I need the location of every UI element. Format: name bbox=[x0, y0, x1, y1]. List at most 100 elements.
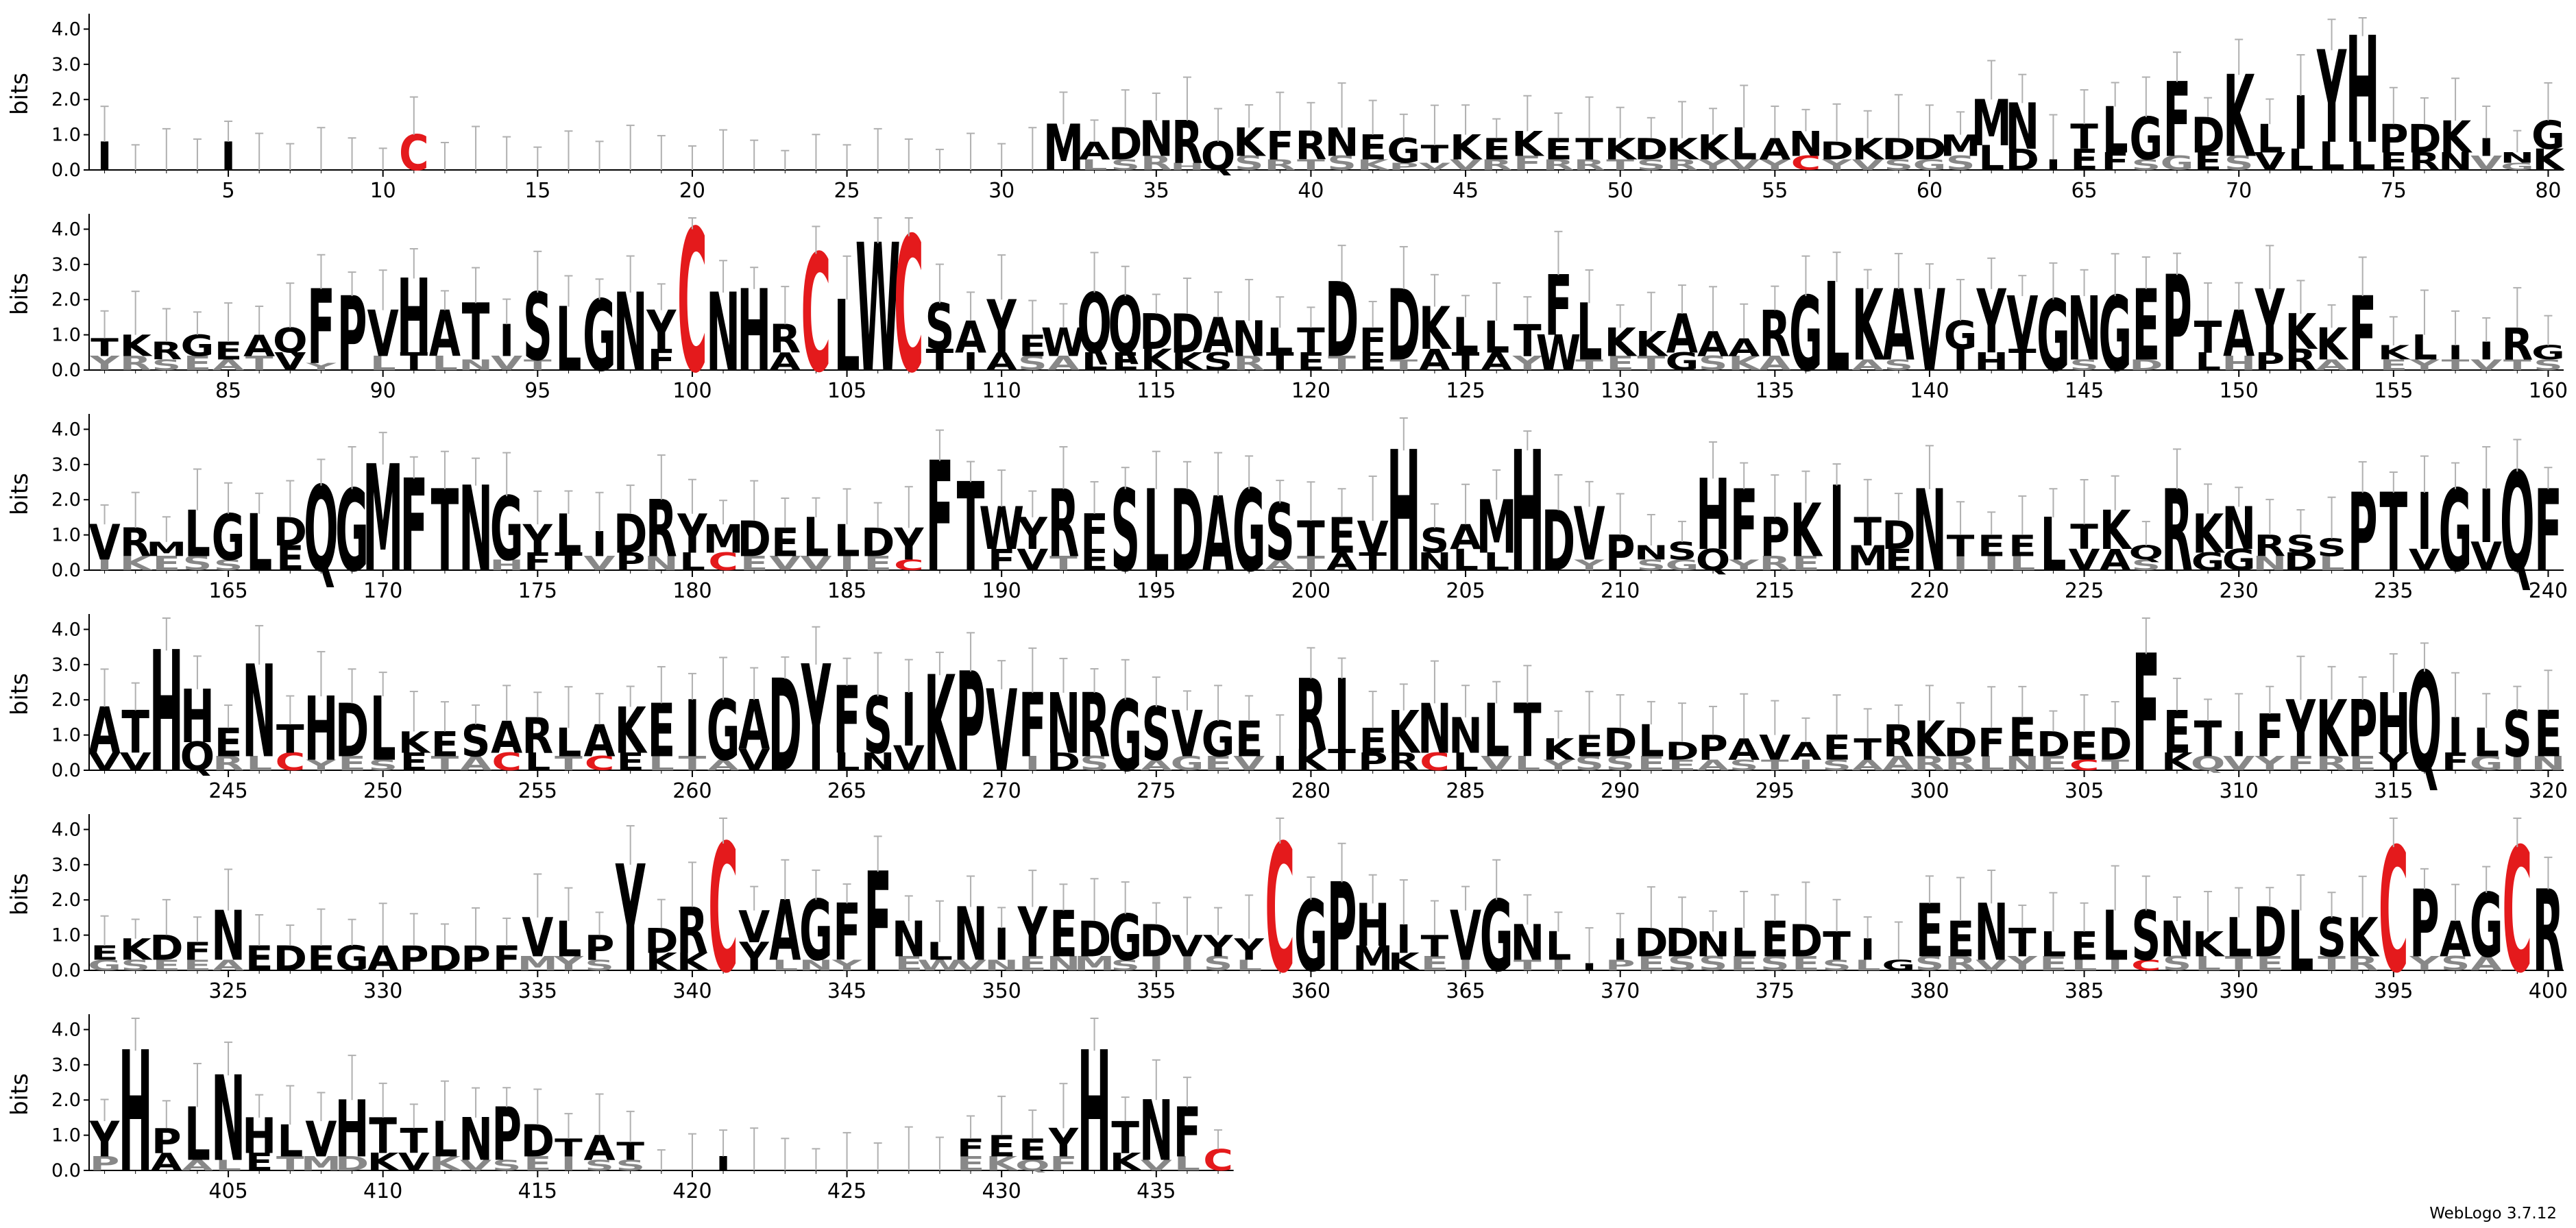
logo-letter: V bbox=[2470, 356, 2503, 373]
y-tick-label: 0.0 bbox=[51, 960, 81, 981]
logo-letter: E bbox=[647, 689, 675, 774]
logo-letter: V bbox=[1450, 897, 1481, 976]
y-tick-label: 2.0 bbox=[51, 889, 81, 911]
logo-letter: S bbox=[2503, 698, 2532, 772]
x-tick-label: 250 bbox=[363, 779, 402, 803]
x-tick-label: 5 bbox=[222, 179, 235, 203]
x-tick-label: 130 bbox=[1601, 379, 1640, 403]
logo-letter: I bbox=[2448, 708, 2463, 765]
logo-letter: I bbox=[561, 1153, 576, 1175]
logo-letter: T bbox=[2503, 356, 2531, 373]
x-tick-label: 390 bbox=[2220, 979, 2259, 1003]
logo-letter: K bbox=[1171, 347, 1205, 376]
logo-letter: S bbox=[2131, 556, 2161, 574]
logo-letter: E bbox=[245, 1148, 274, 1177]
x-tick-label: 410 bbox=[363, 1179, 402, 1203]
x-tick-label: 30 bbox=[988, 179, 1014, 203]
logo-letter: Y bbox=[2409, 356, 2440, 373]
logo-letter: E bbox=[895, 953, 923, 975]
logo-letter: T bbox=[431, 752, 459, 775]
logo-letter: L bbox=[432, 352, 458, 375]
logo-letter: E bbox=[276, 539, 304, 578]
logo-letter: I bbox=[2479, 133, 2494, 162]
y-tick-label: 2.0 bbox=[51, 289, 81, 310]
logo-letter: E bbox=[1297, 347, 1325, 376]
logo-letter: L bbox=[1978, 138, 2004, 178]
logo-letter: W bbox=[979, 495, 1024, 563]
logo-letter: T bbox=[245, 352, 274, 375]
x-tick-label: 145 bbox=[2065, 379, 2104, 403]
logo-letter: A bbox=[1852, 356, 1884, 373]
x-tick-label: 65 bbox=[2071, 179, 2097, 203]
x-tick-label: 320 bbox=[2529, 779, 2568, 803]
logo-letter: P bbox=[90, 1153, 120, 1175]
logo-letter: N bbox=[2005, 91, 2039, 164]
logo-letter: S bbox=[585, 1157, 614, 1174]
x-tick-label: 305 bbox=[2065, 779, 2104, 803]
logo-letter: M bbox=[1043, 112, 1084, 185]
y-tick-label: 4.0 bbox=[51, 1019, 81, 1040]
logo-letter: A bbox=[460, 752, 491, 775]
logo-letter: G bbox=[2129, 106, 2163, 174]
logo-letter: L bbox=[2102, 95, 2128, 168]
logo-letter: N bbox=[1634, 542, 1668, 565]
y-tick-label: 1.0 bbox=[51, 525, 81, 546]
logo-letter: L bbox=[2009, 552, 2035, 575]
logo-letter: D bbox=[335, 1153, 369, 1175]
logo-letter: P bbox=[491, 1093, 522, 1178]
logo-letter: R bbox=[2254, 530, 2285, 564]
logo-letter: T bbox=[1947, 530, 1975, 564]
x-tick-label: 240 bbox=[2529, 579, 2568, 603]
logo-letter: K bbox=[1110, 1148, 1143, 1177]
x-tick-label: 50 bbox=[1607, 179, 1633, 203]
logo-letter: K bbox=[615, 695, 648, 768]
x-tick-label: 360 bbox=[1291, 979, 1330, 1003]
logo-letter: V bbox=[2069, 543, 2100, 578]
logo-letter: T bbox=[1390, 356, 1418, 373]
x-tick-label: 45 bbox=[1453, 179, 1479, 203]
logo-letter: K bbox=[429, 1153, 462, 1175]
logo-letter: E bbox=[524, 1153, 552, 1175]
x-tick-label: 75 bbox=[2381, 179, 2407, 203]
logo-letter: T bbox=[1421, 930, 1449, 964]
logo-letter: I bbox=[1551, 957, 1566, 974]
y-tick-label: 3.0 bbox=[51, 1055, 81, 1076]
logo-letter: V bbox=[2223, 752, 2255, 775]
logo-letter: M bbox=[1477, 486, 1517, 571]
y-tick-label: 0.0 bbox=[51, 1160, 81, 1181]
logo-letter: F bbox=[2256, 703, 2284, 771]
logo-letter: G bbox=[2191, 548, 2225, 576]
logo-letter: S bbox=[2131, 156, 2161, 173]
logo-letter: N bbox=[1418, 690, 1452, 769]
logo-letter: E bbox=[1575, 730, 1603, 764]
logo-letter: I bbox=[1798, 757, 1813, 774]
logo-letter: P bbox=[2255, 347, 2285, 376]
logo-letter: A bbox=[738, 687, 770, 765]
logo-letter: R bbox=[2316, 752, 2348, 775]
x-tick-label: 200 bbox=[1291, 579, 1330, 603]
logo-letter: S bbox=[1204, 953, 1233, 975]
logo-letter: I bbox=[2448, 342, 2463, 365]
x-tick-label: 290 bbox=[1601, 779, 1640, 803]
logo-letter: L bbox=[184, 498, 210, 572]
logo-letter: L bbox=[1483, 689, 1509, 774]
logo-letter: T bbox=[1575, 133, 1603, 167]
logo-letter: K bbox=[1450, 127, 1483, 167]
logo-letter: K bbox=[2192, 503, 2226, 565]
logo-letter: I bbox=[685, 684, 700, 775]
logo-letter: R bbox=[1759, 552, 1790, 575]
logo-letter: D bbox=[1882, 133, 1915, 167]
logo-letter: T bbox=[2101, 757, 2129, 774]
logo-letter: M bbox=[1074, 953, 1115, 975]
logo-letter: V bbox=[1233, 752, 1265, 775]
x-tick-label: 140 bbox=[1910, 379, 1949, 403]
weblogo-credit: WebLogo 3.7.12 bbox=[2429, 1205, 2557, 1223]
logo-letter: E bbox=[2008, 530, 2037, 564]
x-tick-label: 175 bbox=[518, 579, 557, 603]
logo-letter: E bbox=[740, 552, 768, 575]
logo-letter: I bbox=[1272, 752, 1287, 775]
logo-letter: G bbox=[2501, 161, 2534, 172]
logo-letter: K bbox=[1295, 744, 1328, 778]
